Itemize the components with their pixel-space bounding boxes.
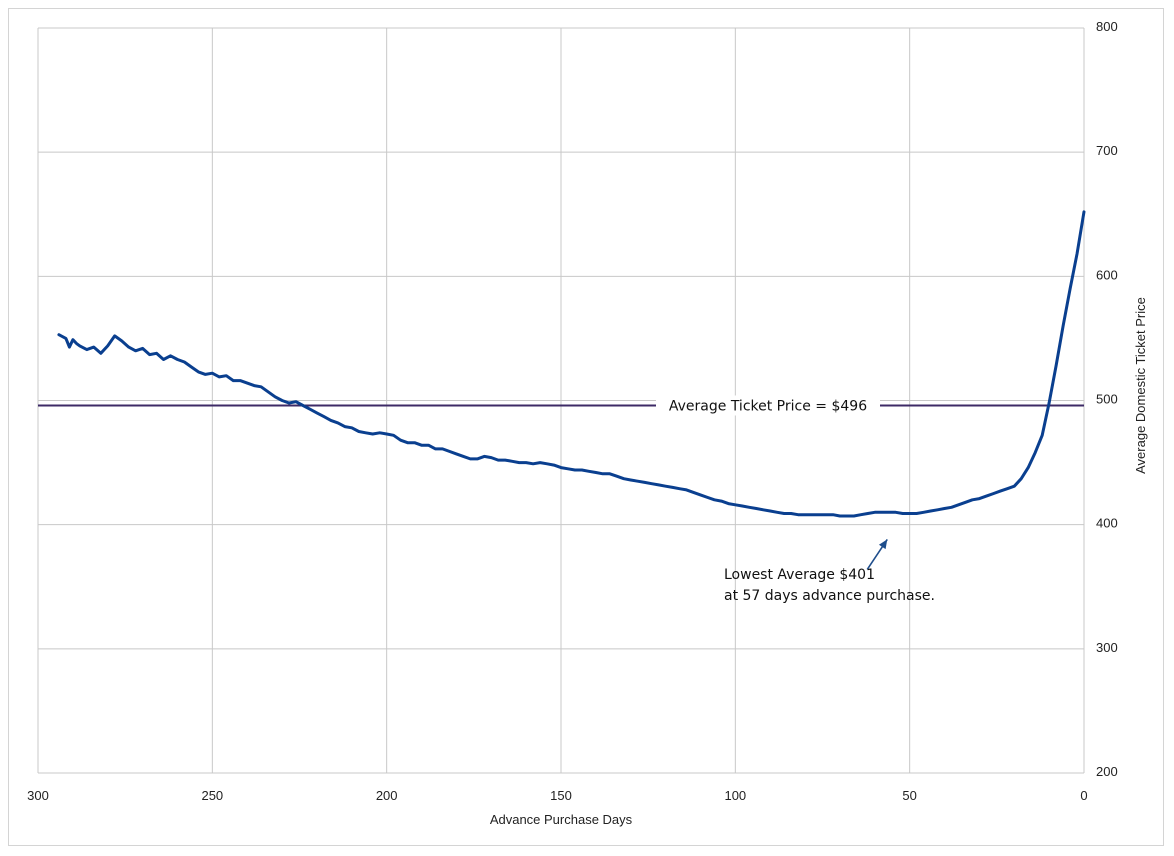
y-tick-label-800: 800 — [1096, 19, 1118, 34]
y-tick-label-700: 700 — [1096, 143, 1118, 158]
reference-line-label: Average Ticket Price = $496 — [669, 398, 867, 414]
annotation-text-line-2: at 57 days advance purchase. — [724, 588, 935, 604]
y-axis-title: Average Domestic Ticket Price — [1133, 297, 1148, 474]
y-tick-label-200: 200 — [1096, 764, 1118, 779]
x-tick-label-200: 200 — [376, 788, 398, 803]
x-tick-label-300: 300 — [27, 788, 49, 803]
y-tick-label-600: 600 — [1096, 267, 1118, 282]
y-axis-ticks: 200 300 400 500 600 700 800 — [1096, 19, 1118, 779]
y-tick-label-500: 500 — [1096, 392, 1118, 407]
annotation-arrowhead — [878, 539, 888, 550]
x-axis-title: Advance Purchase Days — [490, 812, 633, 827]
x-tick-label-100: 100 — [724, 788, 746, 803]
reference-label-background — [656, 395, 880, 416]
y-tick-label-300: 300 — [1096, 640, 1118, 655]
x-tick-label-250: 250 — [201, 788, 223, 803]
annotation-text-line-1: Lowest Average $401 — [724, 567, 875, 583]
chart-frame — [8, 8, 1164, 846]
lowest-price-annotation: Lowest Average $401 at 57 days advance p… — [724, 538, 935, 604]
x-tick-label-150: 150 — [550, 788, 572, 803]
x-axis-ticks: 300 250 200 150 100 50 0 — [27, 788, 1087, 803]
series-line-average-price — [57, 210, 1086, 518]
y-tick-label-400: 400 — [1096, 516, 1118, 531]
gridlines — [37, 27, 1085, 774]
x-tick-label-50: 50 — [902, 788, 916, 803]
x-tick-label-0: 0 — [1080, 788, 1087, 803]
